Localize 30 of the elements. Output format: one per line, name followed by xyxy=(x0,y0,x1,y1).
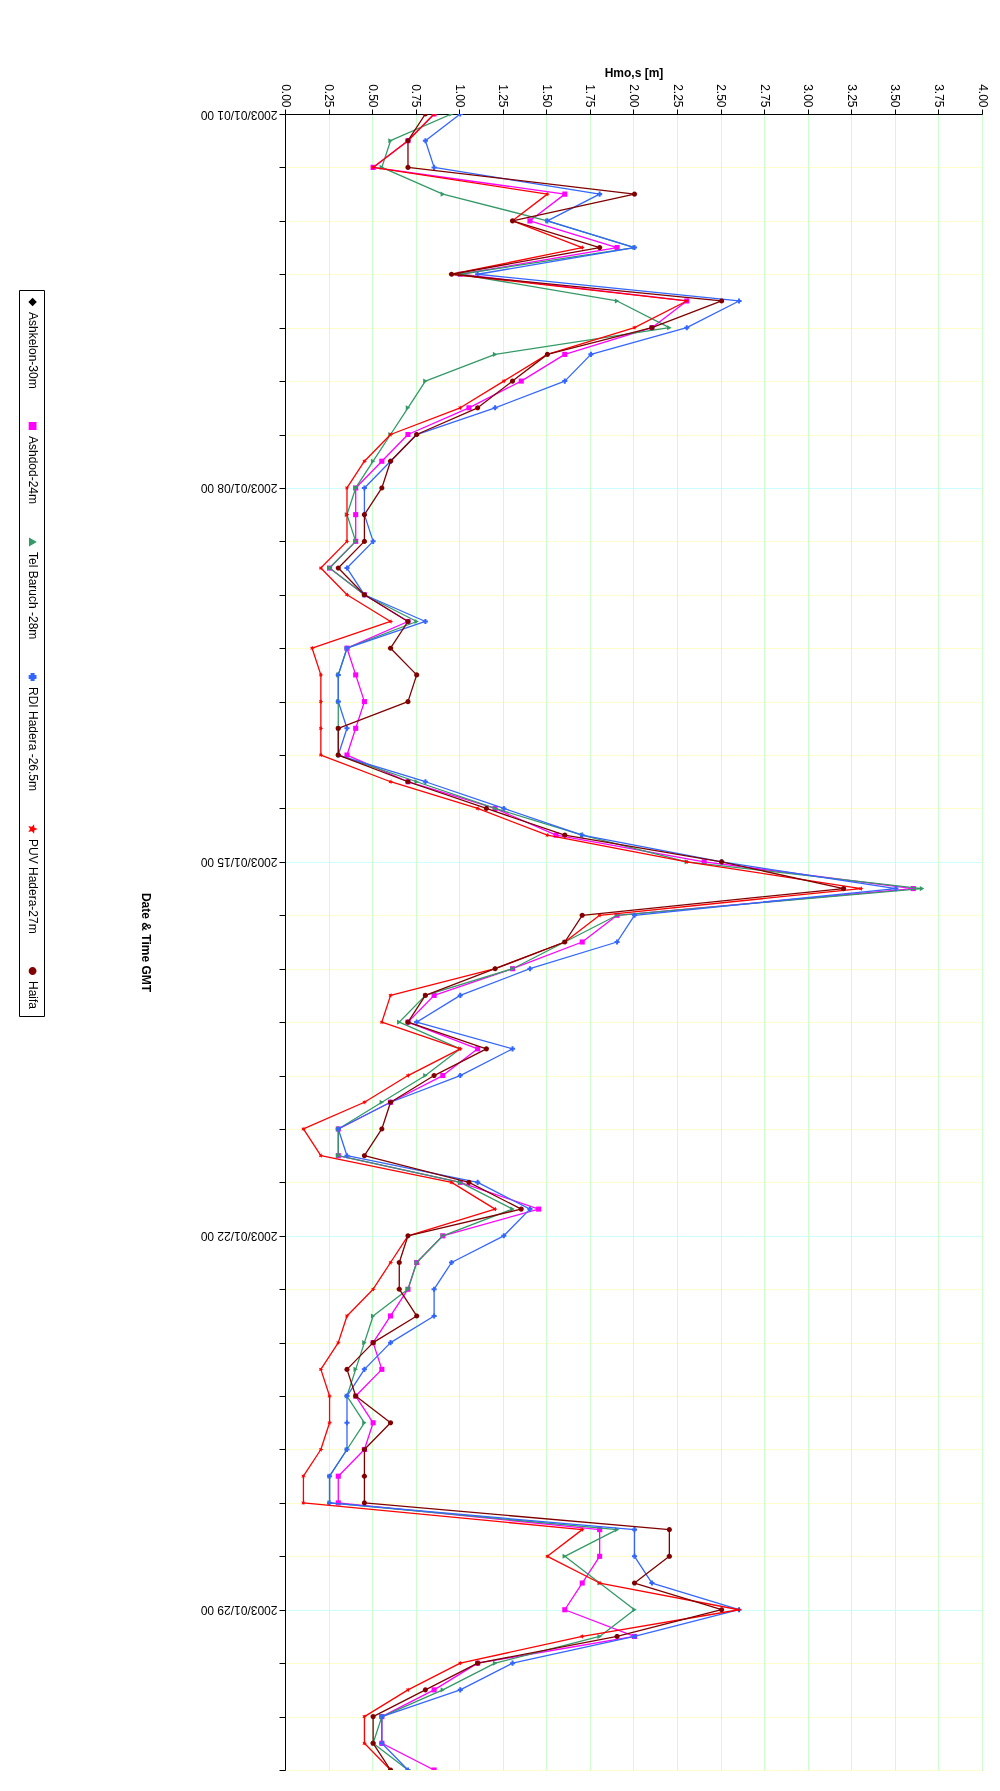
x-tick-label: 2.25 xyxy=(670,84,685,108)
legend-label: RDI Hadera -26.5m xyxy=(25,687,40,792)
x-tick-label: 4.00 xyxy=(975,84,990,108)
y-tick-label: 2003/01/01 00 xyxy=(200,107,278,122)
x-tick-label: 2.50 xyxy=(714,84,729,108)
x-tick-label: 3.50 xyxy=(888,84,903,108)
y-tick-label: 2003/01/08 00 xyxy=(200,481,278,496)
x-tick-label: 3.00 xyxy=(801,84,816,108)
x-tick-label: 0.50 xyxy=(365,84,380,108)
x-tick-label: 3.25 xyxy=(844,84,859,108)
x-tick-label: 3.75 xyxy=(931,84,946,108)
legend-label: Ashkelon-30m xyxy=(25,312,40,389)
legend-label: Tel Baruch -28m xyxy=(25,552,40,640)
x-tick-label: 0.00 xyxy=(278,84,293,108)
legend-label: Haifa xyxy=(25,981,40,1010)
x-tick-label: 2.00 xyxy=(627,84,641,108)
y-tick-label: 2003/01/22 00 xyxy=(200,1229,278,1244)
x-tick-label: 0.75 xyxy=(409,84,424,108)
y-tick-label: 2003/01/29 00 xyxy=(200,1603,278,1618)
x-axis-title: Hmo,s [m] xyxy=(604,66,664,81)
y-tick-label: 2003/01/15 00 xyxy=(200,855,278,870)
legend-label: PUV Hadera-27m xyxy=(25,839,40,934)
x-tick-label: 1.50 xyxy=(539,84,554,108)
legend-label: Ashdod-24m xyxy=(25,436,40,505)
x-tick-label: 1.25 xyxy=(496,84,511,108)
x-tick-label: 0.25 xyxy=(322,84,337,108)
x-tick-label: 1.00 xyxy=(452,84,467,108)
x-tick-label: 1.75 xyxy=(583,84,598,108)
y-axis-title: Date & Time GMT xyxy=(138,892,153,993)
x-tick-label: 2.75 xyxy=(757,84,772,108)
